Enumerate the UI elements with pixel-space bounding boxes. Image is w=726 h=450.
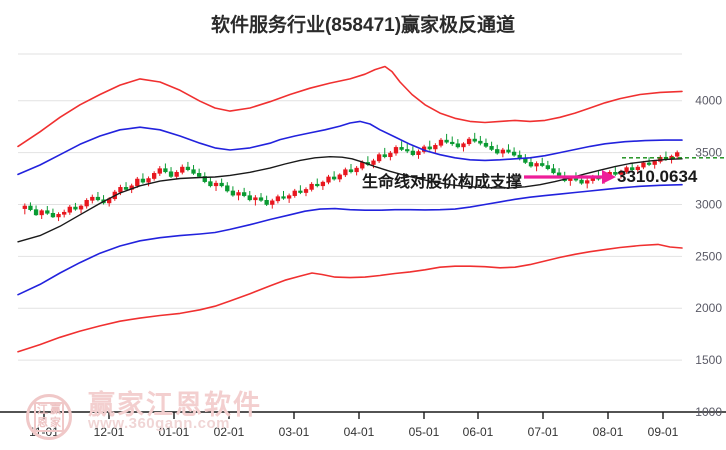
x-axis-labels: 11-01 12-01 01-01 02-01 03-01 04-01 05-01 06-01… [29,425,679,439]
svg-text:4000: 4000 [695,94,722,108]
svg-text:02-01: 02-01 [214,425,245,439]
svg-text:05-01: 05-01 [409,425,440,439]
channel-lines [17,65,683,353]
current-price-label: 3310.0634 [617,167,698,186]
annotation-arrow [524,170,616,184]
axes [0,411,726,419]
svg-text:2000: 2000 [695,301,722,315]
svg-text:04-01: 04-01 [344,425,375,439]
svg-text:1500: 1500 [695,353,722,367]
svg-text:1000: 1000 [695,405,722,419]
y-axis-labels: 1000 1500 2000 2500 3000 3500 4000 [695,94,722,419]
svg-text:2500: 2500 [695,249,722,263]
svg-text:03-01: 03-01 [279,425,310,439]
svg-text:01-01: 01-01 [159,425,190,439]
candlestick-series [22,132,680,222]
svg-text:06-01: 06-01 [463,425,494,439]
annotation-label: 生命线对股价构成支撑 [362,174,523,191]
svg-text:09-01: 09-01 [648,425,679,439]
page-title: 软件服务行业(858471)赢家极反通道 [210,15,516,36]
svg-text:3000: 3000 [695,197,722,211]
svg-text:12-01: 12-01 [94,425,125,439]
gridlines [18,53,682,413]
svg-text:11-01: 11-01 [29,425,59,439]
svg-text:3500: 3500 [695,146,722,160]
svg-text:07-01: 07-01 [528,425,559,439]
svg-text:08-01: 08-01 [593,425,624,439]
